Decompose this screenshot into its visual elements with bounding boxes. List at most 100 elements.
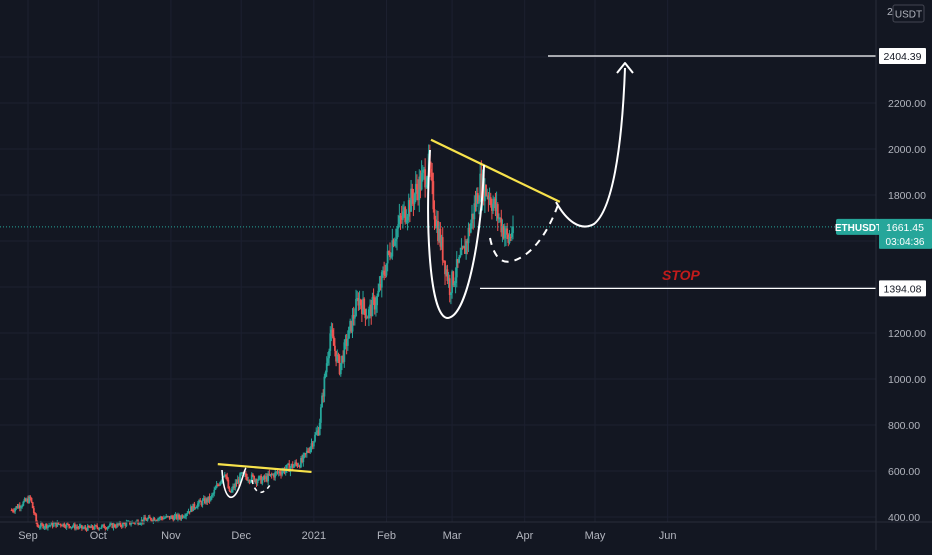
small-cup-curve[interactable] — [221, 467, 247, 499]
candle-body — [294, 462, 296, 466]
candle-body — [110, 523, 113, 525]
candle-body — [165, 515, 168, 518]
candle-body — [489, 197, 492, 206]
candle-body — [508, 236, 511, 243]
candle-body — [21, 505, 24, 507]
candle-body — [36, 521, 39, 527]
candle-body — [90, 525, 93, 528]
cup-curve[interactable] — [427, 149, 485, 320]
candle-body — [85, 528, 88, 531]
candle-body — [369, 304, 371, 310]
candle-body — [409, 200, 411, 212]
candle-body — [461, 247, 464, 249]
candle-body — [483, 185, 486, 202]
candle-body — [116, 523, 118, 528]
candle-body — [300, 457, 302, 468]
candle-body — [246, 476, 248, 481]
candle-body — [311, 443, 314, 447]
candle-body — [341, 355, 343, 364]
candle-body — [425, 184, 428, 188]
candle-body — [308, 451, 311, 453]
candle-body — [442, 260, 445, 262]
candle-body — [113, 524, 116, 527]
candle-body — [485, 185, 487, 196]
handle-projection[interactable] — [489, 204, 559, 263]
candle-body — [44, 524, 47, 528]
candle-body — [380, 272, 383, 288]
candle-body — [441, 237, 444, 261]
x-tick-label: Jun — [659, 530, 677, 542]
candle-body — [496, 204, 499, 219]
candle-body — [177, 514, 179, 519]
candle-body — [179, 517, 182, 519]
candle-body — [438, 228, 441, 242]
candle-body — [248, 480, 251, 482]
candle-body — [78, 526, 81, 528]
candle-body — [417, 189, 420, 201]
candle-body — [22, 501, 25, 506]
candle-body — [259, 475, 261, 477]
y-tick-label: 2000.00 — [888, 144, 926, 156]
candle-body — [269, 474, 272, 476]
candle-body — [187, 511, 190, 514]
candle-body — [386, 251, 389, 264]
candle-body — [83, 527, 86, 529]
candle-body — [65, 523, 68, 528]
candle-body — [102, 524, 104, 526]
candle-body — [281, 471, 284, 475]
candle-body — [229, 490, 232, 493]
candle-body — [418, 176, 421, 201]
currency-badge[interactable] — [892, 4, 925, 23]
breakout-arrow-curve[interactable] — [555, 67, 626, 228]
candle-body — [431, 172, 434, 182]
candle-body — [459, 255, 462, 258]
candle-body — [439, 228, 442, 247]
candle-body — [375, 305, 377, 310]
candle-body — [379, 284, 382, 288]
candle-body — [37, 526, 40, 528]
x-tick-label: Dec — [231, 530, 251, 542]
candle-body — [99, 527, 102, 529]
candle-body — [48, 525, 50, 527]
candle-body — [86, 525, 89, 531]
candle-body — [453, 282, 456, 286]
candle-body — [492, 203, 494, 211]
candle-body — [17, 505, 20, 509]
major-trendline[interactable] — [430, 138, 561, 203]
candle-body — [376, 295, 379, 306]
candle-body — [66, 523, 69, 525]
candle-body — [57, 522, 60, 525]
minor-trendline[interactable] — [217, 463, 312, 474]
candle-body — [505, 228, 507, 235]
candle-body — [405, 220, 408, 223]
candle-body — [234, 482, 237, 488]
candle-body — [209, 496, 212, 501]
candle-body — [73, 524, 76, 529]
candle-body — [121, 523, 124, 527]
y-tick-label: 1800.00 — [888, 190, 926, 202]
candle-body — [89, 527, 91, 529]
candle-body — [302, 454, 305, 463]
candle-body — [327, 358, 329, 364]
small-handle-projection[interactable] — [251, 479, 271, 494]
candle-body — [509, 236, 512, 238]
candle-body — [59, 524, 62, 526]
candle-body — [437, 221, 439, 242]
candle-body — [42, 524, 45, 529]
candle-body — [159, 516, 162, 519]
candle-body — [322, 395, 325, 397]
candle-body — [232, 486, 234, 490]
candle-body — [43, 527, 46, 529]
candles — [10, 144, 514, 532]
x-tick-label: Oct — [90, 530, 107, 542]
candle-body — [13, 511, 15, 513]
candle-body — [307, 450, 309, 452]
candle-body — [112, 524, 115, 528]
candle-body — [76, 526, 79, 528]
candle-body — [387, 251, 390, 253]
candle-body — [200, 501, 203, 505]
candle-body — [414, 183, 417, 194]
candle-body — [93, 525, 96, 529]
